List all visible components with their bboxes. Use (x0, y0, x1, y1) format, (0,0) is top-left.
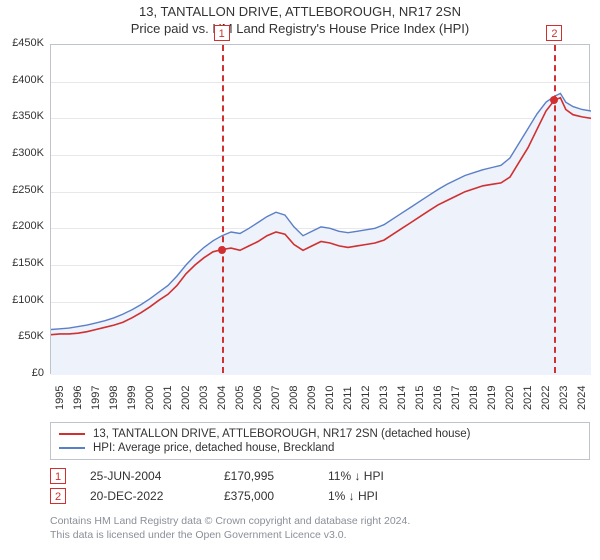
legend-text: 13, TANTALLON DRIVE, ATTLEBOROUGH, NR17 … (93, 428, 471, 440)
x-tick-label: 1996 (72, 386, 84, 410)
legend-item: HPI: Average price, detached house, Brec… (59, 441, 581, 455)
x-tick-label: 1997 (90, 386, 102, 410)
y-tick-label: £400K (0, 74, 44, 86)
legend-swatch (59, 447, 85, 449)
x-tick-label: 2024 (576, 386, 588, 410)
x-tick-label: 2014 (396, 386, 408, 410)
attribution-line: Contains HM Land Registry data © Crown c… (50, 514, 600, 528)
sale-date: 20-DEC-2022 (90, 489, 200, 503)
sale-marker-line (222, 45, 224, 373)
sale-date: 25-JUN-2004 (90, 469, 200, 483)
sales-table: 1 25-JUN-2004 £170,995 11% ↓ HPI 2 20-DEC-202… (50, 466, 590, 506)
sale-index: 2 (50, 488, 66, 504)
y-tick-label: £150K (0, 257, 44, 269)
sale-index: 1 (50, 468, 66, 484)
sale-marker-dot (550, 96, 558, 104)
x-tick-label: 2019 (486, 386, 498, 410)
sale-marker-dot (218, 246, 226, 254)
y-tick-label: £300K (0, 147, 44, 159)
x-tick-label: 2007 (270, 386, 282, 410)
x-tick-label: 2022 (540, 386, 552, 410)
x-tick-label: 2021 (522, 386, 534, 410)
sale-price: £375,000 (224, 489, 304, 503)
x-tick-label: 2008 (288, 386, 300, 410)
x-tick-label: 2005 (234, 386, 246, 410)
sale-pct-vs-hpi: 11% ↓ HPI (328, 469, 438, 483)
legend-text: HPI: Average price, detached house, Brec… (93, 442, 334, 454)
x-tick-label: 2004 (216, 386, 228, 410)
y-tick-label: £450K (0, 37, 44, 49)
sale-marker-line (554, 45, 556, 373)
y-tick-label: £250K (0, 184, 44, 196)
x-tick-label: 2009 (306, 386, 318, 410)
x-tick-label: 2011 (342, 386, 354, 410)
attribution-line: This data is licensed under the Open Gov… (50, 528, 600, 542)
x-tick-label: 2002 (180, 386, 192, 410)
title-subtitle: Price paid vs. HM Land Registry's House … (0, 21, 600, 36)
y-tick-label: £0 (0, 367, 44, 379)
chart-titles: 13, TANTALLON DRIVE, ATTLEBOROUGH, NR17 … (0, 0, 600, 36)
y-tick-label: £50K (0, 330, 44, 342)
legend: 13, TANTALLON DRIVE, ATTLEBOROUGH, NR17 … (50, 422, 590, 460)
sale-row: 1 25-JUN-2004 £170,995 11% ↓ HPI (50, 466, 590, 486)
x-tick-label: 2017 (450, 386, 462, 410)
x-tick-label: 1998 (108, 386, 120, 410)
sale-price: £170,995 (224, 469, 304, 483)
x-tick-label: 2001 (162, 386, 174, 410)
y-tick-label: £350K (0, 110, 44, 122)
sale-pct-vs-hpi: 1% ↓ HPI (328, 489, 438, 503)
price-chart: 12 (50, 44, 590, 374)
x-tick-label: 2000 (144, 386, 156, 410)
attribution: Contains HM Land Registry data © Crown c… (50, 514, 600, 542)
legend-swatch (59, 433, 85, 435)
x-tick-label: 1995 (54, 386, 66, 410)
x-axis-labels: 1995 1996 1997 1998 1999 2000 2001 2002 2003 2004… (50, 374, 590, 418)
x-tick-label: 2012 (360, 386, 372, 410)
x-tick-label: 2020 (504, 386, 516, 410)
x-tick-label: 2023 (558, 386, 570, 410)
x-tick-label: 2018 (468, 386, 480, 410)
x-tick-label: 2015 (414, 386, 426, 410)
x-tick-label: 2003 (198, 386, 210, 410)
x-tick-label: 1999 (126, 386, 138, 410)
sale-marker-label: 2 (546, 25, 562, 41)
y-tick-label: £100K (0, 294, 44, 306)
x-tick-label: 2016 (432, 386, 444, 410)
sale-row: 2 20-DEC-2022 £375,000 1% ↓ HPI (50, 486, 590, 506)
sale-marker-label: 1 (214, 25, 230, 41)
x-tick-label: 2013 (378, 386, 390, 410)
legend-item: 13, TANTALLON DRIVE, ATTLEBOROUGH, NR17 … (59, 427, 581, 441)
title-address: 13, TANTALLON DRIVE, ATTLEBOROUGH, NR17 … (0, 4, 600, 19)
y-tick-label: £200K (0, 220, 44, 232)
x-tick-label: 2006 (252, 386, 264, 410)
x-tick-label: 2010 (324, 386, 336, 410)
